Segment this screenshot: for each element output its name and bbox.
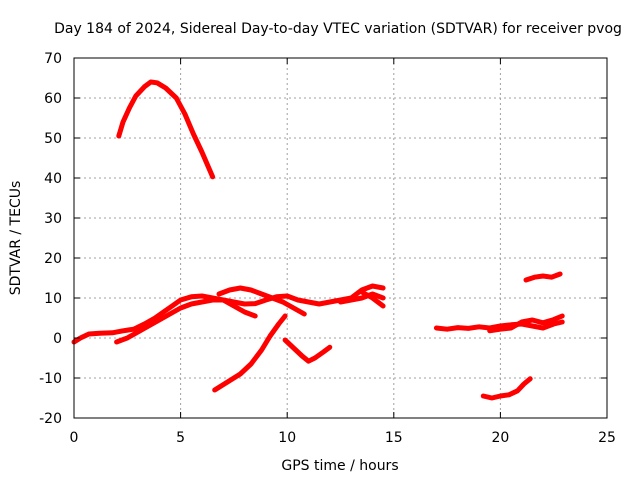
y-tick-label: 10 [44, 291, 62, 307]
chart-title: Day 184 of 2024, Sidereal Day-to-day VTE… [54, 21, 622, 37]
grid-lines [74, 58, 607, 418]
axis-ticks: 0 5 10 15 20 25 -20 -10 0 10 20 30 40 50 60 70 [39, 51, 616, 446]
series-arc-rise [212, 313, 288, 393]
y-tick-label: 50 [44, 131, 62, 147]
series-arc-low-b [114, 297, 258, 345]
series-arc-late-band [433, 319, 565, 332]
x-tick-label: 20 [491, 430, 509, 446]
series-arc-low-e [359, 289, 386, 309]
x-tick-label: 25 [598, 430, 616, 446]
y-tick-label: -20 [39, 411, 62, 427]
y-tick-label: 70 [44, 51, 62, 67]
data-series [71, 79, 565, 401]
series-arc-low-c [216, 285, 307, 317]
y-tick-label: 40 [44, 171, 62, 187]
series-arc-dip [282, 337, 333, 364]
y-axis-label: SDTVAR / TECUs [8, 181, 24, 296]
series-arc-late-neg [480, 376, 533, 401]
y-tick-label: -10 [39, 371, 62, 387]
x-tick-label: 0 [70, 430, 79, 446]
series-arc-low-main [71, 283, 386, 345]
series-arc-late-b [487, 313, 565, 334]
y-tick-label: 60 [44, 91, 62, 107]
y-tick-label: 20 [44, 251, 62, 267]
x-axis-label: GPS time / hours [281, 458, 398, 474]
y-tick-label: 30 [44, 211, 62, 227]
x-tick-label: 5 [176, 430, 185, 446]
plot-frame [73, 57, 608, 419]
y-tick-label: 0 [53, 331, 62, 347]
x-tick-label: 15 [385, 430, 403, 446]
series-arc-low-d [338, 291, 386, 305]
series-arc-late-high [523, 271, 563, 283]
series-arc-high [116, 79, 216, 180]
x-tick-label: 10 [278, 430, 296, 446]
